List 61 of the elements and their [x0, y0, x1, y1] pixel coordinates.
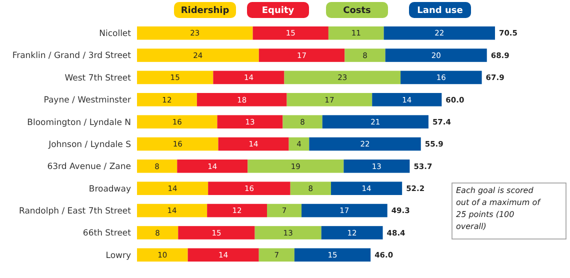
bar — [137, 160, 178, 173]
bar — [302, 204, 388, 218]
y-tick-label: West 7th Street — [64, 73, 132, 84]
series-label: Costs — [343, 6, 371, 16]
bar — [294, 248, 371, 262]
bar — [328, 26, 384, 40]
bar — [254, 226, 322, 240]
bar — [290, 182, 331, 196]
bar — [188, 248, 259, 262]
bar — [385, 48, 487, 62]
bar — [248, 160, 344, 173]
note-box: Each goal is scored out of a maximum of 25 points (100 overall) — [452, 182, 566, 240]
bar — [137, 182, 208, 196]
y-tick-label: Nicollet — [99, 29, 132, 40]
bar — [344, 160, 410, 173]
bar — [177, 160, 248, 173]
y-tick-label: Franklin / Grand / 3rd Street — [12, 51, 132, 62]
bar — [321, 226, 383, 240]
y-tick-label: Broadway — [88, 184, 131, 194]
series-label: Equity — [262, 6, 294, 16]
bar — [330, 182, 402, 196]
annotation: Each goal is scored out of a maximum of 25 points (100 overall) — [456, 186, 542, 231]
bar — [309, 137, 421, 151]
y-tick-label: Johnson / Lyndale S — [48, 140, 131, 150]
bar — [282, 115, 322, 128]
bar — [196, 92, 287, 106]
bar — [178, 226, 255, 240]
bar — [266, 204, 302, 218]
y-tick-label: Payne / Westminster — [44, 96, 132, 106]
bar — [207, 204, 267, 218]
bar — [284, 70, 401, 84]
bar — [322, 115, 428, 128]
bar — [208, 182, 290, 196]
bar — [258, 248, 294, 262]
bar — [217, 115, 283, 128]
series-label: Ridership — [180, 6, 230, 16]
bar — [400, 70, 482, 84]
bar — [372, 92, 442, 106]
bar — [137, 70, 214, 84]
bar — [344, 48, 386, 62]
bar — [137, 48, 259, 62]
bar — [258, 48, 345, 62]
bar — [137, 248, 188, 262]
y-tick-label: 66th Street — [82, 228, 132, 239]
y-tick-label: Randolph / East 7th Street — [18, 206, 132, 217]
bar — [137, 137, 218, 151]
y-tick-label: Bloomington / Lyndale N — [27, 118, 131, 128]
bar — [286, 92, 372, 106]
y-tick-label: Lowry — [106, 250, 131, 261]
bar — [213, 70, 284, 84]
bar — [384, 26, 495, 40]
series-label: Land use — [417, 6, 463, 16]
bar — [137, 204, 208, 218]
y-tick-label: 63rd Avenue / Zane — [47, 162, 131, 172]
bar — [218, 137, 289, 151]
bar — [137, 115, 218, 128]
bar — [137, 26, 253, 40]
bar — [252, 26, 328, 40]
bar — [137, 92, 197, 106]
bar — [137, 226, 178, 240]
bar — [288, 137, 310, 151]
